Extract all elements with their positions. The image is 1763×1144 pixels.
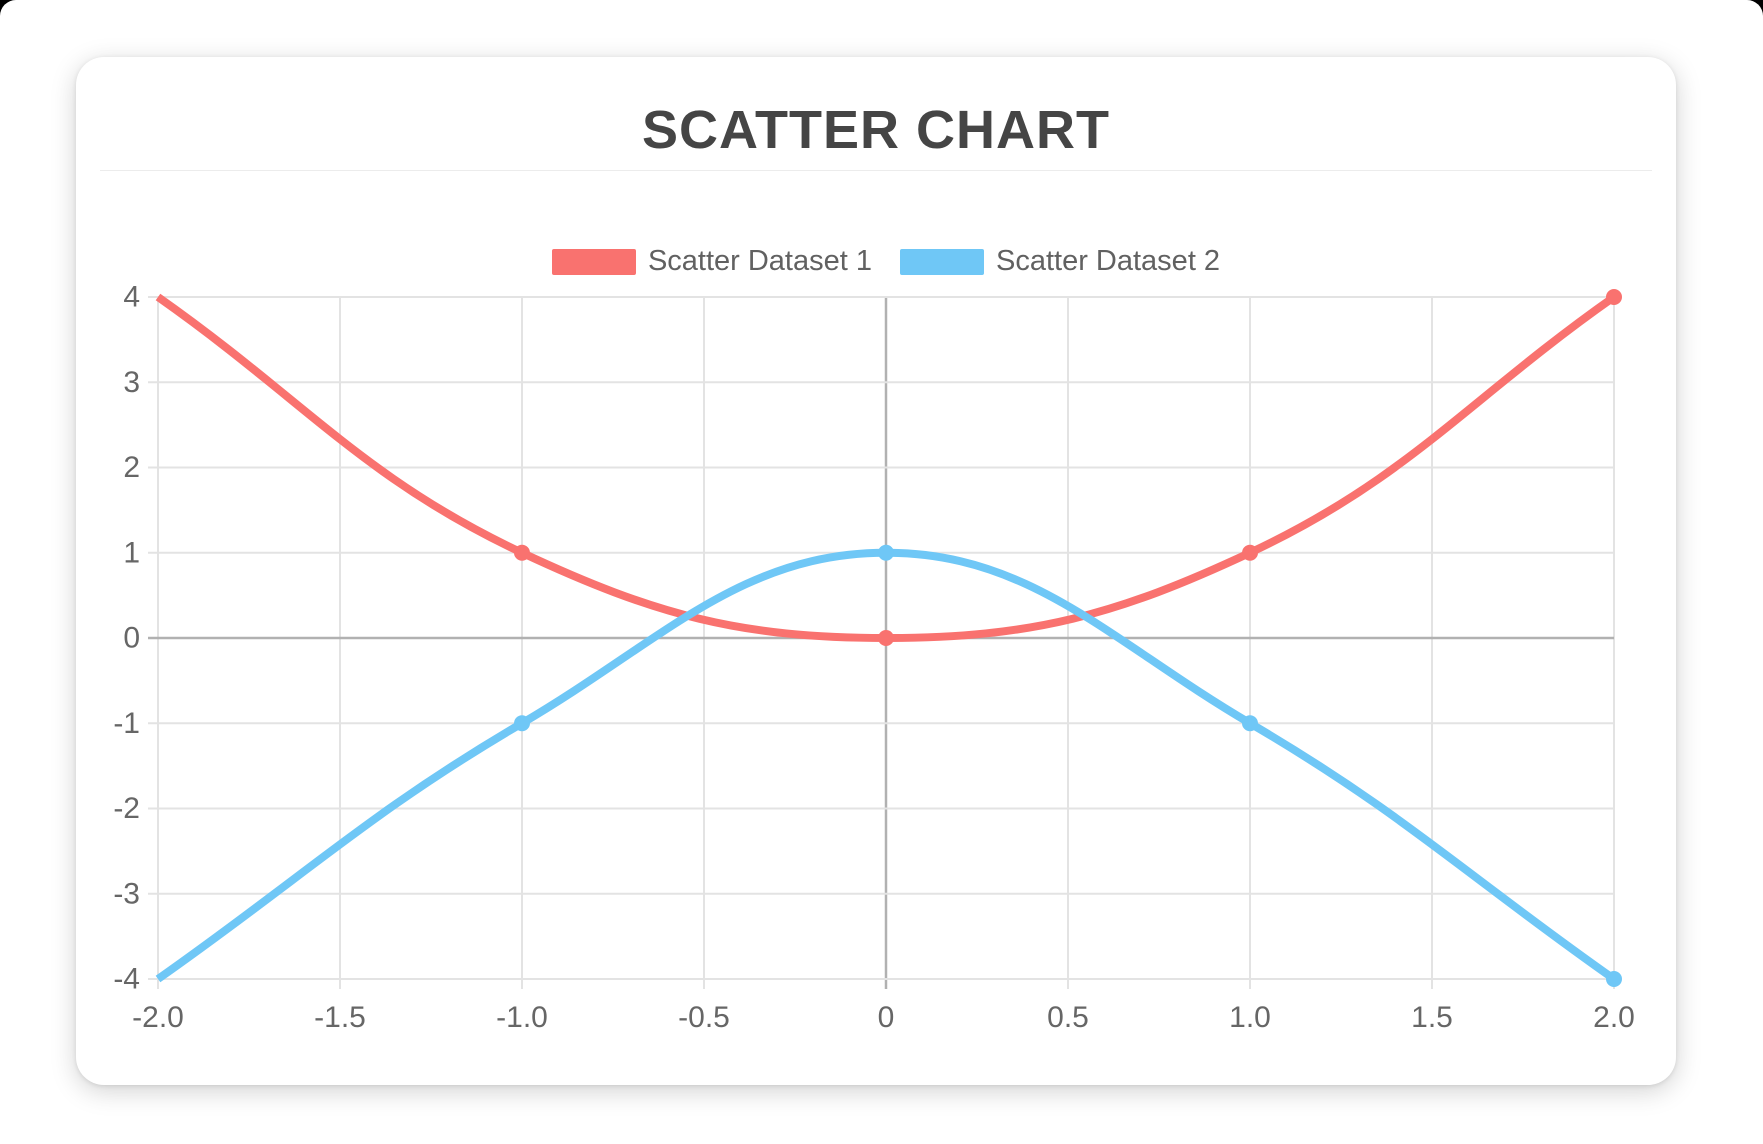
- data-point-s2-(2,-4)[interactable]: [1606, 971, 1622, 987]
- chart-legend: Scatter Dataset 1 Scatter Dataset 2: [158, 245, 1614, 278]
- y-tick-label--2: -2: [113, 792, 140, 825]
- y-tick-label-4: 4: [123, 281, 140, 314]
- x-tick-label--1.5: -1.5: [314, 1001, 366, 1034]
- y-tick-label-1: 1: [123, 536, 140, 569]
- x-tick-label--1.0: -1.0: [496, 1001, 548, 1034]
- x-tick-label--2.0: -2.0: [132, 1001, 184, 1034]
- data-point-s1-(1,1)[interactable]: [1242, 544, 1258, 561]
- y-tick-label--1: -1: [113, 707, 140, 740]
- x-tick-label-0: 0: [878, 1001, 895, 1034]
- chart-card: SCATTER CHART -2.0 -1.5 -1.0 -0.5 0 0.5 1.0 1.5…: [76, 57, 1676, 1085]
- legend-swatch-dataset-2: [900, 248, 984, 275]
- legend-item-dataset-1[interactable]: Scatter Dataset 1: [551, 245, 872, 278]
- y-tick-label--4: -4: [113, 963, 140, 996]
- legend-label-dataset-2: Scatter Dataset 2: [996, 245, 1221, 277]
- title-divider: [100, 170, 1652, 171]
- chart-title: SCATTER CHART: [642, 100, 1110, 160]
- x-tick-label-1.0: 1.0: [1229, 1001, 1271, 1034]
- x-tick-label-1.5: 1.5: [1411, 1001, 1453, 1034]
- y-tick-label-3: 3: [123, 366, 140, 399]
- x-tick-label-0.5: 0.5: [1047, 1001, 1089, 1034]
- data-point-s2-(0,1)[interactable]: [878, 544, 894, 561]
- x-tick-label-2.0: 2.0: [1593, 1001, 1635, 1034]
- x-tick-label--0.5: -0.5: [678, 1001, 730, 1034]
- y-tick-label-0: 0: [123, 622, 140, 655]
- y-tick-label--3: -3: [113, 877, 140, 910]
- data-point-s2-(-1,-1)[interactable]: [514, 715, 530, 732]
- data-point-s1-(0,0)[interactable]: [878, 630, 894, 646]
- scatter-chart-canvas[interactable]: -2.0 -1.5 -1.0 -0.5 0 0.5 1.0 1.5 2.0 4 3 2 1 0 -1 -2 -3…: [76, 57, 1676, 1085]
- legend-swatch-dataset-1: [551, 248, 636, 275]
- data-point-s1-(-1,1)[interactable]: [514, 544, 530, 561]
- legend-label-dataset-1: Scatter Dataset 1: [647, 245, 872, 277]
- legend-item-dataset-2[interactable]: Scatter Dataset 2: [900, 245, 1220, 278]
- data-point-s1-(2,4)[interactable]: [1606, 289, 1622, 305]
- y-tick-label-2: 2: [123, 451, 140, 484]
- data-point-s2-(1,-1)[interactable]: [1242, 715, 1258, 732]
